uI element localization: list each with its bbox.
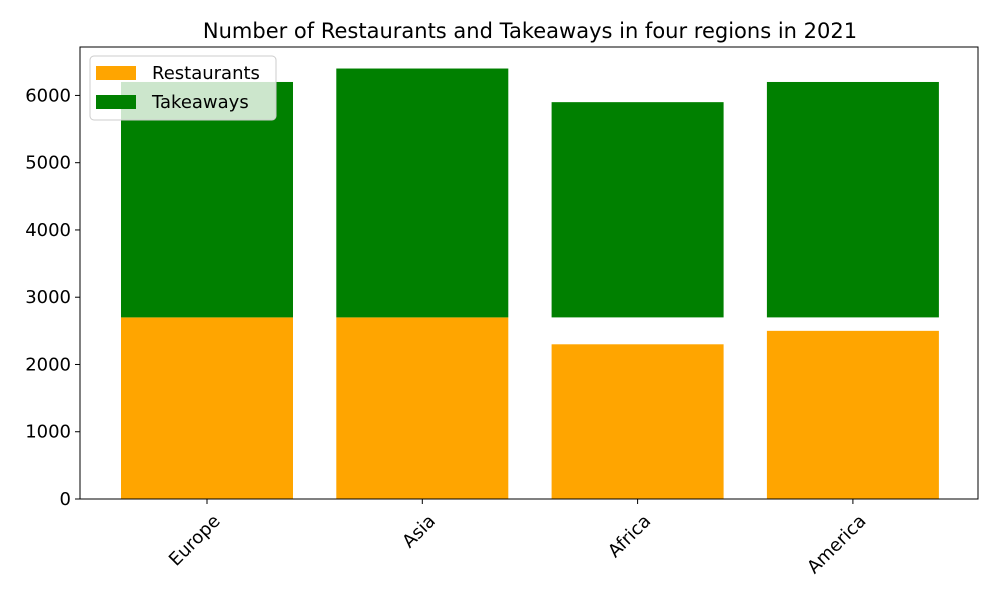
bar-restaurants-europe [121, 317, 293, 499]
bar-takeaways-america [766, 81, 939, 318]
legend-swatch-takeaways [96, 95, 136, 109]
chart-title: Number of Restaurants and Takeaways in f… [203, 19, 857, 43]
bar-takeaways-europe [121, 81, 293, 318]
y-tick-label: 1000 [25, 422, 71, 443]
x-tick-label-asia: Asia [398, 511, 440, 553]
x-tick-label-europe: Europe [165, 511, 225, 571]
legend-swatch-restaurants [96, 66, 136, 80]
bar-restaurants-asia [336, 317, 509, 499]
x-tick-label-america: America [803, 511, 870, 578]
x-tick-label-africa: Africa [604, 511, 655, 562]
plot-frame [79, 46, 979, 500]
legend: Restaurants Takeaways [89, 55, 277, 121]
y-tick-label: 3000 [25, 287, 71, 308]
y-tick-label: 0 [60, 489, 71, 510]
y-tick-label: 2000 [25, 354, 71, 375]
y-tick-label: 4000 [25, 220, 71, 241]
bar-takeaways-africa [551, 102, 724, 318]
plot-area [121, 68, 939, 499]
bar-takeaways-asia [336, 68, 509, 318]
x-axis: Europe Asia Africa America [165, 499, 870, 578]
legend-label-restaurants: Restaurants [152, 63, 260, 84]
legend-box [89, 55, 277, 121]
bar-restaurants-africa [551, 344, 724, 499]
y-tick-label: 6000 [25, 85, 71, 106]
y-tick-label: 5000 [25, 153, 71, 174]
bar-restaurants-america [766, 330, 939, 499]
legend-label-takeaways: Takeaways [151, 92, 249, 113]
y-axis: 0 1000 2000 3000 4000 5000 6000 [25, 85, 80, 510]
